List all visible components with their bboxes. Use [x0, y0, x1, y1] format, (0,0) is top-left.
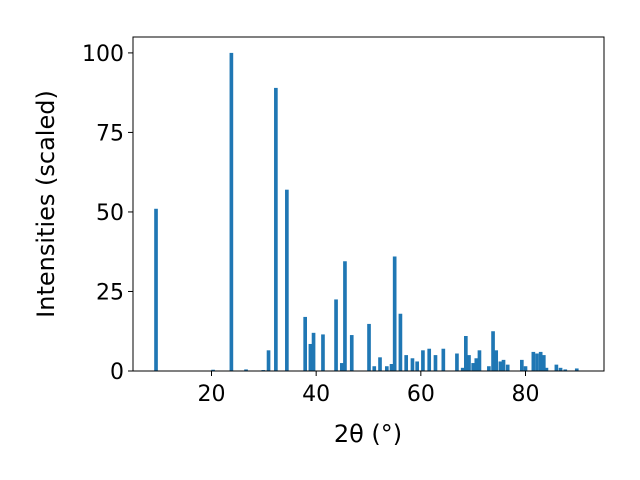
bar: [520, 359, 524, 371]
bar: [460, 367, 465, 371]
bar: [343, 261, 347, 371]
x-tick-label: 40: [302, 382, 330, 407]
bar: [410, 358, 415, 371]
x-tick-label: 20: [198, 382, 226, 407]
bar: [441, 348, 446, 371]
bar: [494, 350, 499, 371]
bar: [421, 350, 425, 371]
bar: [487, 366, 491, 371]
x-tick-label: 80: [512, 382, 540, 407]
bar: [563, 369, 568, 371]
bar: [464, 336, 468, 371]
bar: [384, 366, 389, 371]
bar: [311, 332, 316, 371]
bar: [554, 364, 559, 371]
y-tick-label: 75: [96, 121, 124, 146]
bar: [372, 366, 377, 371]
bar: [455, 353, 459, 371]
bars-group: [154, 52, 579, 372]
bar: [334, 299, 338, 371]
bar: [541, 355, 546, 371]
bar: [427, 348, 432, 371]
bar: [339, 363, 344, 371]
bar: [501, 359, 506, 371]
bar: [415, 361, 419, 371]
bar: [398, 313, 403, 371]
bar: [274, 87, 278, 372]
bar: [433, 355, 438, 371]
y-tick-label: 0: [110, 360, 124, 385]
bar: [467, 355, 471, 371]
plot-frame: [132, 36, 605, 372]
bar: [544, 367, 549, 371]
bar: [404, 355, 409, 371]
bar: [244, 369, 248, 371]
bar: [378, 357, 382, 371]
y-ticks: 0 25 50 75 100: [82, 42, 133, 385]
bar: [558, 367, 563, 371]
bar: [538, 351, 543, 371]
bar: [389, 364, 394, 371]
y-tick-label: 50: [96, 201, 124, 226]
bar: [535, 353, 539, 371]
x-tick-label: 60: [407, 382, 435, 407]
bar: [574, 368, 579, 371]
bar: [523, 366, 528, 371]
bar: [471, 363, 475, 371]
bar: [474, 358, 479, 371]
bar: [229, 52, 234, 372]
y-axis-label: Intensities (scaled): [32, 90, 60, 318]
bar: [505, 364, 510, 371]
bar: [367, 323, 371, 371]
x-axis-label: 2θ (°): [334, 420, 402, 448]
bar: [498, 361, 503, 371]
bar: [211, 369, 215, 371]
bar: [321, 334, 325, 371]
y-tick-label: 100: [82, 42, 124, 67]
bar: [349, 335, 354, 371]
bar: [392, 256, 397, 371]
y-tick-label: 25: [96, 280, 124, 305]
bar: [285, 189, 289, 371]
x-ticks: 20 40 60 80: [198, 371, 540, 407]
bar: [531, 351, 536, 371]
bar: [154, 208, 158, 371]
bar: [308, 343, 313, 371]
bar: [266, 350, 271, 371]
bar: [303, 316, 307, 371]
bar: [491, 331, 495, 371]
bar: [477, 350, 482, 371]
